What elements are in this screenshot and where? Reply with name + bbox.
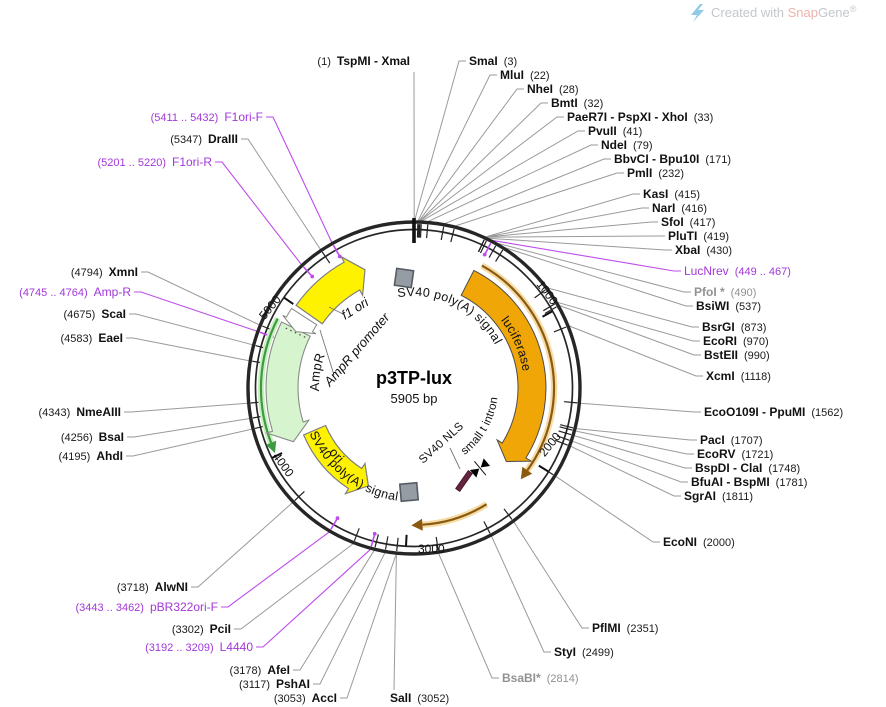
site-label[interactable]: (4343) NmeAIII: [39, 405, 121, 419]
primer-label[interactable]: (3443 .. 3462) pBR322ori-F: [75, 600, 218, 614]
site-label[interactable]: (3053) AccI: [274, 691, 337, 705]
feature-f1-ori-arrow[interactable]: [295, 255, 366, 325]
site-label-masked[interactable]: BsaBI* (2814): [502, 671, 578, 685]
svg-text:Created with SnapGene®: Created with SnapGene®: [711, 4, 857, 20]
site-label[interactable]: EcoNI (2000): [663, 535, 735, 549]
site-label[interactable]: BbvCI - Bpu10I (171): [614, 152, 731, 166]
site-label[interactable]: (3117) PshAI: [239, 677, 310, 691]
site-label[interactable]: SgrAI (1811): [684, 489, 753, 503]
primer-label[interactable]: (5411 .. 5432) F1ori-F: [151, 110, 263, 124]
site-label[interactable]: MluI (22): [500, 68, 550, 82]
site-label[interactable]: PaeR7I - PspXI - XhoI (33): [567, 110, 713, 124]
site-label[interactable]: (3718) AlwNI: [117, 580, 188, 594]
ampr-label: AmpR: [307, 351, 328, 391]
feature-sv40-polya-bottom[interactable]: [398, 481, 420, 503]
site-label[interactable]: BspDI - ClaI (1748): [695, 461, 800, 475]
svg-text:small t intron: small t intron: [459, 396, 501, 457]
feature-ori-arrow[interactable]: [302, 424, 370, 495]
feature-sv40-polya-top[interactable]: [393, 267, 415, 289]
site-label[interactable]: SmaI (3): [469, 54, 517, 68]
site-label[interactable]: PmlI (232): [627, 166, 684, 180]
site-label[interactable]: XbaI (430): [675, 243, 732, 257]
site-label[interactable]: PacI (1707): [700, 433, 762, 447]
site-label[interactable]: PluTI (419): [668, 229, 729, 243]
watermark-registered: ®: [850, 4, 857, 14]
scale-2000: 2000: [536, 429, 564, 459]
site-label[interactable]: SalI (3052): [390, 691, 449, 705]
site-label[interactable]: SfoI (417): [661, 215, 715, 229]
gene-arc-left: [259, 318, 279, 444]
scale-ticks: [271, 296, 553, 546]
feature-ampr-arrow[interactable]: [264, 321, 311, 443]
site-label[interactable]: (5347) DraIII: [170, 132, 238, 146]
site-label[interactable]: StyI (2499): [554, 645, 614, 659]
site-label[interactable]: EcoRI (970): [703, 334, 769, 348]
watermark-snap: Snap: [788, 5, 818, 20]
site-label[interactable]: (1) TspMI - XmaI: [317, 54, 410, 68]
plasmid-name: p3TP-lux: [376, 368, 452, 388]
callout-lines-primers: [134, 116, 681, 648]
site-label[interactable]: (4794) XmnI: [71, 265, 138, 279]
callout-lines-gray: [124, 60, 703, 699]
gene-arc-right: [422, 264, 556, 526]
scale-5000: 5000: [256, 292, 284, 322]
small-t-intron-stem: [474, 460, 487, 476]
sv40-nls-label: SV40 NLS: [417, 420, 466, 466]
site-label[interactable]: EcoO109I - PpuMI (1562): [704, 405, 843, 419]
site-label[interactable]: (3178) AfeI: [230, 663, 290, 677]
site-label[interactable]: (4675) ScaI: [64, 307, 126, 321]
site-label[interactable]: NheI (28): [527, 82, 579, 96]
snapgene-logo-icon: [691, 4, 704, 22]
watermark-prefix: Created with: [711, 5, 788, 20]
primer-ticks: [259, 242, 492, 547]
sv40-nls-callout: [449, 447, 461, 470]
site-label[interactable]: PflMI (2351): [592, 621, 658, 635]
site-label[interactable]: BmtI (32): [551, 96, 603, 110]
primer-label[interactable]: LucNrev (449 .. 467): [684, 264, 791, 278]
site-label[interactable]: PvuII (41): [588, 124, 642, 138]
site-label[interactable]: NarI (416): [652, 201, 707, 215]
site-label[interactable]: BsiWI (537): [696, 299, 761, 313]
feature-ampr-promoter-arrow[interactable]: [282, 307, 318, 335]
site-label[interactable]: NdeI (79): [601, 138, 653, 152]
site-label[interactable]: (4195) AhdI: [59, 449, 123, 463]
site-label[interactable]: (4583) EaeI: [61, 331, 123, 345]
svg-text:AmpR: AmpR: [307, 351, 328, 391]
site-label[interactable]: XcmI (1118): [706, 369, 771, 383]
site-label[interactable]: (4256) BsaI: [61, 430, 124, 444]
gene-arc-arrowhead-2: [411, 518, 423, 531]
f1-ampr-promoter-callouts: [319, 306, 344, 376]
feature-sv40-nls-marker[interactable]: [455, 469, 473, 493]
site-label[interactable]: KasI (415): [643, 187, 700, 201]
plasmid-size: 5905 bp: [391, 391, 438, 406]
site-label[interactable]: (3302) PciI: [172, 622, 231, 636]
site-label[interactable]: BstEII (990): [704, 348, 770, 362]
site-label[interactable]: BfuAI - BspMI (1781): [691, 475, 807, 489]
site-label-masked[interactable]: PfoI * (490): [694, 285, 756, 299]
primer-label[interactable]: (5201 .. 5220) F1ori-R: [97, 155, 212, 169]
watermark-gene: Gene: [818, 5, 850, 20]
gene-arc-arrowhead-1: [520, 466, 533, 480]
snapgene-watermark: Created with SnapGene®: [691, 4, 857, 22]
scale-3000: 3000: [418, 542, 445, 556]
site-label[interactable]: BsrGI (873): [702, 320, 766, 334]
feature-small-t-intron-marker[interactable]: [469, 458, 491, 478]
gene-arc-arrowhead-3: [266, 440, 277, 454]
primer-label[interactable]: (4745 .. 4764) Amp-R: [19, 285, 131, 299]
small-t-intron-label: small t intron: [459, 396, 500, 457]
primer-label[interactable]: (3192 .. 3209) L4440: [145, 640, 253, 654]
feature-luciferase-arrow[interactable]: [460, 269, 547, 463]
site-label[interactable]: EcoRV (1721): [697, 447, 773, 461]
